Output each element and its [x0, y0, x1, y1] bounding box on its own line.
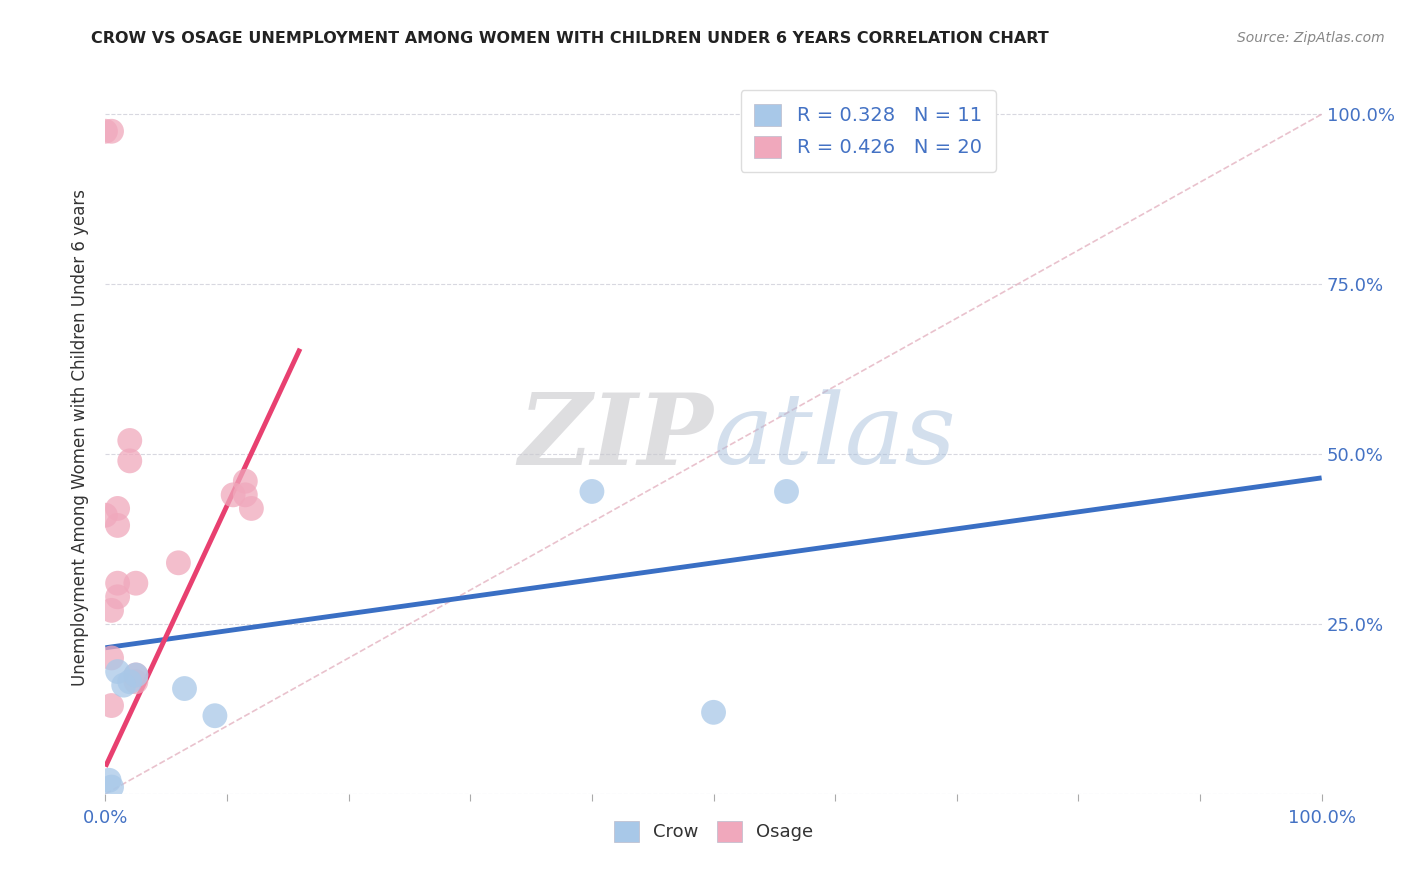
Point	[125, 668, 148, 682]
Point	[173, 681, 195, 696]
Y-axis label: Unemployment Among Women with Children Under 6 years: Unemployment Among Women with Children U…	[72, 188, 90, 686]
Point	[100, 603, 122, 617]
Point	[100, 651, 122, 665]
Point	[100, 124, 122, 138]
Point	[222, 488, 245, 502]
Point	[125, 576, 148, 591]
Point	[107, 665, 129, 679]
Point	[581, 484, 603, 499]
Point	[125, 668, 148, 682]
Point	[100, 698, 122, 713]
Point	[107, 590, 129, 604]
Point	[167, 556, 190, 570]
Point	[94, 508, 117, 523]
Point	[775, 484, 797, 499]
Point	[233, 488, 256, 502]
Point	[107, 501, 129, 516]
Text: Source: ZipAtlas.com: Source: ZipAtlas.com	[1237, 31, 1385, 45]
Point	[107, 518, 129, 533]
Point	[240, 501, 263, 516]
Text: ZIP: ZIP	[519, 389, 713, 485]
Point	[98, 773, 121, 788]
Point	[233, 475, 256, 489]
Point	[112, 678, 135, 692]
Text: CROW VS OSAGE UNEMPLOYMENT AMONG WOMEN WITH CHILDREN UNDER 6 YEARS CORRELATION C: CROW VS OSAGE UNEMPLOYMENT AMONG WOMEN W…	[91, 31, 1049, 46]
Point	[94, 124, 117, 138]
Point	[204, 708, 226, 723]
Legend: Crow, Osage: Crow, Osage	[606, 814, 821, 849]
Point	[100, 780, 122, 794]
Point	[107, 576, 129, 591]
Point	[125, 674, 148, 689]
Point	[702, 706, 725, 720]
Point	[118, 434, 141, 448]
Point	[118, 674, 141, 689]
Point	[118, 454, 141, 468]
Text: atlas: atlas	[713, 390, 956, 484]
